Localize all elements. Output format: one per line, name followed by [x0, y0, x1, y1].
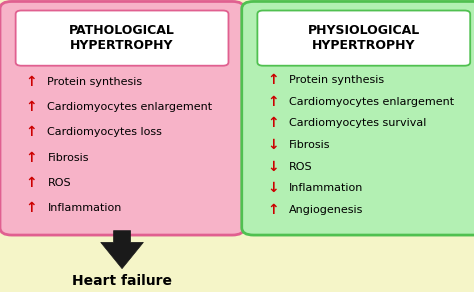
FancyBboxPatch shape: [257, 11, 470, 66]
Text: Inflammation: Inflammation: [47, 203, 122, 213]
Text: ↑: ↑: [25, 151, 37, 165]
Text: ↑: ↑: [25, 75, 37, 89]
Text: PHYSIOLOGICAL
HYPERTROPHY: PHYSIOLOGICAL HYPERTROPHY: [308, 24, 420, 52]
Text: Protein synthesis: Protein synthesis: [289, 75, 384, 85]
Text: Fibrosis: Fibrosis: [289, 140, 331, 150]
FancyBboxPatch shape: [0, 1, 244, 235]
Text: Heart failure: Heart failure: [72, 274, 172, 288]
Text: ↑: ↑: [25, 125, 37, 139]
Text: Protein synthesis: Protein synthesis: [47, 77, 143, 87]
Text: ↓: ↓: [267, 159, 279, 173]
Text: Angiogenesis: Angiogenesis: [289, 205, 364, 215]
Text: Cardiomyocytes enlargement: Cardiomyocytes enlargement: [289, 97, 454, 107]
Text: ↓: ↓: [267, 138, 279, 152]
Text: ROS: ROS: [289, 161, 313, 171]
Text: Inflammation: Inflammation: [289, 183, 364, 193]
Text: ↑: ↑: [25, 100, 37, 114]
Text: ↑: ↑: [25, 201, 37, 215]
Text: ↑: ↑: [267, 95, 279, 109]
Text: Fibrosis: Fibrosis: [47, 152, 89, 163]
Text: ROS: ROS: [47, 178, 71, 188]
Polygon shape: [100, 231, 143, 269]
Text: Cardiomyocytes enlargement: Cardiomyocytes enlargement: [47, 102, 212, 112]
Text: ↑: ↑: [267, 117, 279, 131]
Text: ↑: ↑: [267, 73, 279, 87]
Text: Cardiomyocytes survival: Cardiomyocytes survival: [289, 119, 427, 128]
Text: Cardiomyocytes loss: Cardiomyocytes loss: [47, 127, 162, 138]
FancyBboxPatch shape: [242, 1, 474, 235]
Text: PATHOLOGICAL
HYPERTROPHY: PATHOLOGICAL HYPERTROPHY: [69, 24, 175, 52]
Text: ↑: ↑: [267, 203, 279, 217]
Text: ↓: ↓: [267, 181, 279, 195]
FancyBboxPatch shape: [16, 11, 228, 66]
Text: ↑: ↑: [25, 176, 37, 190]
